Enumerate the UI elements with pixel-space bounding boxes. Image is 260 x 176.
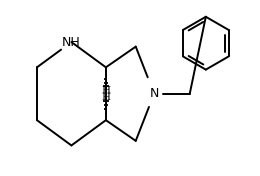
Text: H: H <box>101 93 110 102</box>
Text: H: H <box>101 86 110 95</box>
Text: N: N <box>150 87 159 100</box>
Text: NH: NH <box>62 36 81 49</box>
